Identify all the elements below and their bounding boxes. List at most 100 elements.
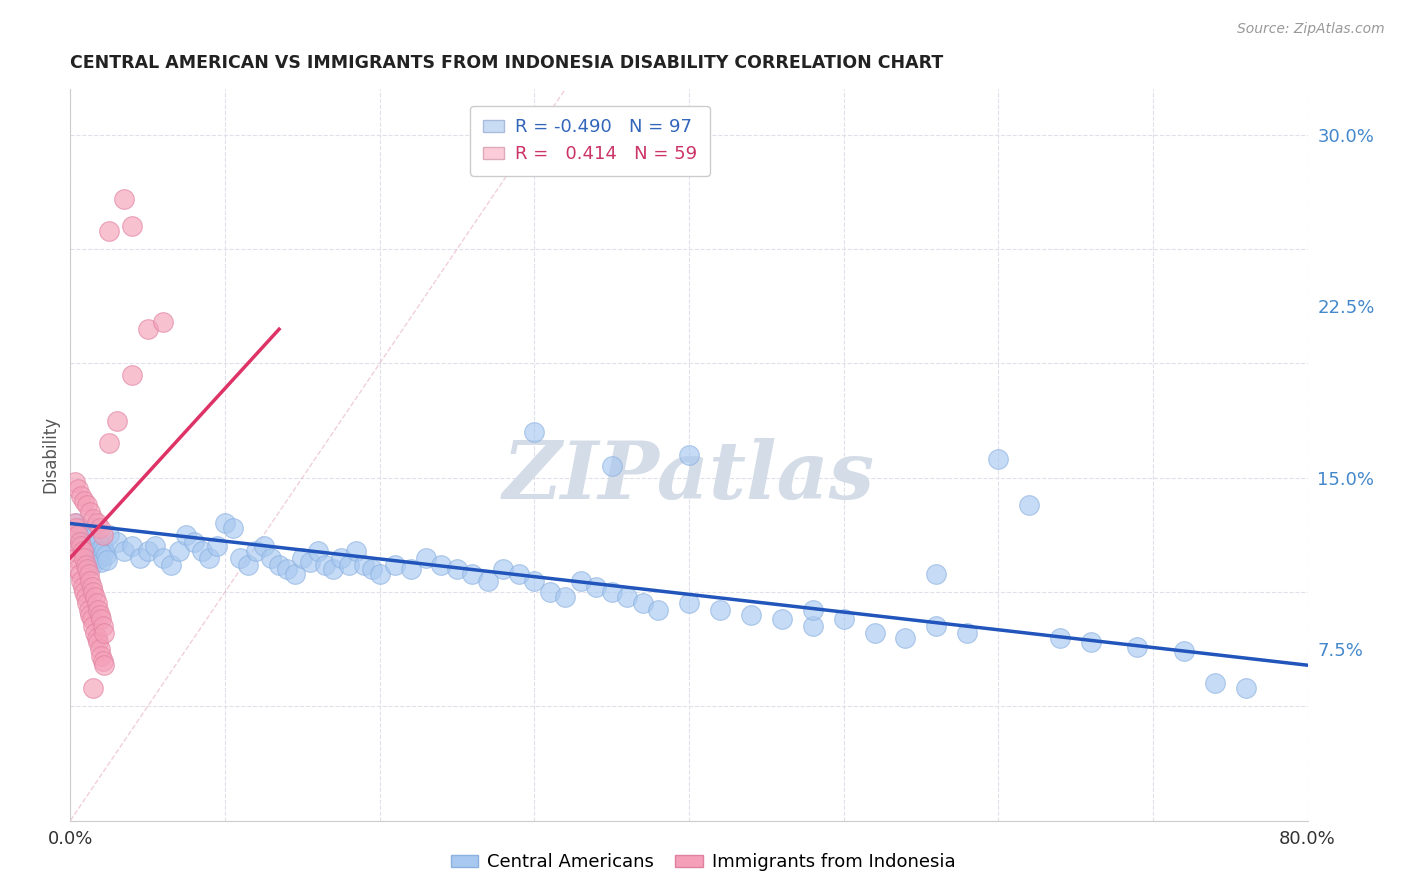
Point <box>86 631 108 645</box>
Point <box>86 534 108 549</box>
Point <box>1234 681 1257 695</box>
Point <box>291 550 314 565</box>
Legend: Central Americans, Immigrants from Indonesia: Central Americans, Immigrants from Indon… <box>443 847 963 879</box>
Point <box>214 516 236 531</box>
Point <box>1018 498 1040 512</box>
Point <box>1204 676 1226 690</box>
Point <box>600 459 623 474</box>
Point <box>67 528 90 542</box>
Point <box>84 528 107 542</box>
Point <box>67 482 90 496</box>
Point <box>207 539 229 553</box>
Point <box>238 558 260 572</box>
Point <box>956 626 979 640</box>
Point <box>105 534 128 549</box>
Point <box>89 642 111 657</box>
Point <box>415 550 437 565</box>
Point <box>647 603 669 617</box>
Point <box>269 558 291 572</box>
Point <box>84 626 107 640</box>
Point <box>79 574 101 588</box>
Point <box>98 436 120 450</box>
Point <box>67 562 90 576</box>
Point <box>63 475 86 490</box>
Point <box>72 534 94 549</box>
Point <box>136 322 159 336</box>
Point <box>73 585 96 599</box>
Point <box>174 528 197 542</box>
Point <box>87 603 110 617</box>
Point <box>72 581 94 595</box>
Point <box>801 619 824 633</box>
Point <box>260 550 283 565</box>
Point <box>89 550 111 565</box>
Point <box>253 539 276 553</box>
Point <box>167 544 190 558</box>
Point <box>91 619 114 633</box>
Point <box>80 581 103 595</box>
Point <box>315 558 337 572</box>
Point <box>925 566 948 581</box>
Point <box>73 550 96 565</box>
Point <box>863 626 886 640</box>
Point <box>73 539 96 553</box>
Point <box>322 562 344 576</box>
Point <box>76 549 98 563</box>
Text: ZIPatlas: ZIPatlas <box>503 438 875 516</box>
Point <box>222 521 245 535</box>
Point <box>523 425 546 439</box>
Point <box>1126 640 1149 654</box>
Point <box>73 493 96 508</box>
Point <box>72 544 94 558</box>
Point <box>299 555 322 569</box>
Point <box>76 597 98 611</box>
Point <box>77 566 100 581</box>
Point <box>337 558 360 572</box>
Point <box>894 631 917 645</box>
Point <box>65 550 87 565</box>
Point <box>114 544 135 558</box>
Point <box>91 528 114 542</box>
Point <box>600 585 623 599</box>
Point <box>121 219 143 234</box>
Point <box>79 607 101 622</box>
Point <box>69 566 91 581</box>
Point <box>1173 644 1195 658</box>
Point <box>399 562 422 576</box>
Point <box>678 597 700 611</box>
Point <box>80 613 103 627</box>
Point <box>832 613 855 627</box>
Point <box>91 539 114 553</box>
Point <box>90 649 112 664</box>
Point <box>1080 635 1102 649</box>
Point <box>121 539 143 553</box>
Point <box>801 603 824 617</box>
Point <box>79 505 101 519</box>
Point <box>709 603 731 617</box>
Point <box>616 590 638 604</box>
Point <box>94 549 117 563</box>
Point <box>145 539 166 553</box>
Point <box>82 512 105 526</box>
Point <box>384 558 406 572</box>
Point <box>508 566 530 581</box>
Point <box>89 607 111 622</box>
Point <box>90 555 112 569</box>
Point <box>307 544 329 558</box>
Point <box>91 654 114 668</box>
Text: Source: ZipAtlas.com: Source: ZipAtlas.com <box>1237 22 1385 37</box>
Point <box>330 550 353 565</box>
Point <box>368 566 391 581</box>
Point <box>191 544 214 558</box>
Point <box>152 315 174 329</box>
Point <box>538 585 561 599</box>
Point <box>70 539 93 553</box>
Point <box>75 558 97 572</box>
Text: CENTRAL AMERICAN VS IMMIGRANTS FROM INDONESIA DISABILITY CORRELATION CHART: CENTRAL AMERICAN VS IMMIGRANTS FROM INDO… <box>70 54 943 72</box>
Point <box>105 414 128 428</box>
Point <box>77 550 100 565</box>
Point <box>678 448 700 462</box>
Point <box>740 607 762 622</box>
Point <box>87 635 110 649</box>
Point <box>284 566 307 581</box>
